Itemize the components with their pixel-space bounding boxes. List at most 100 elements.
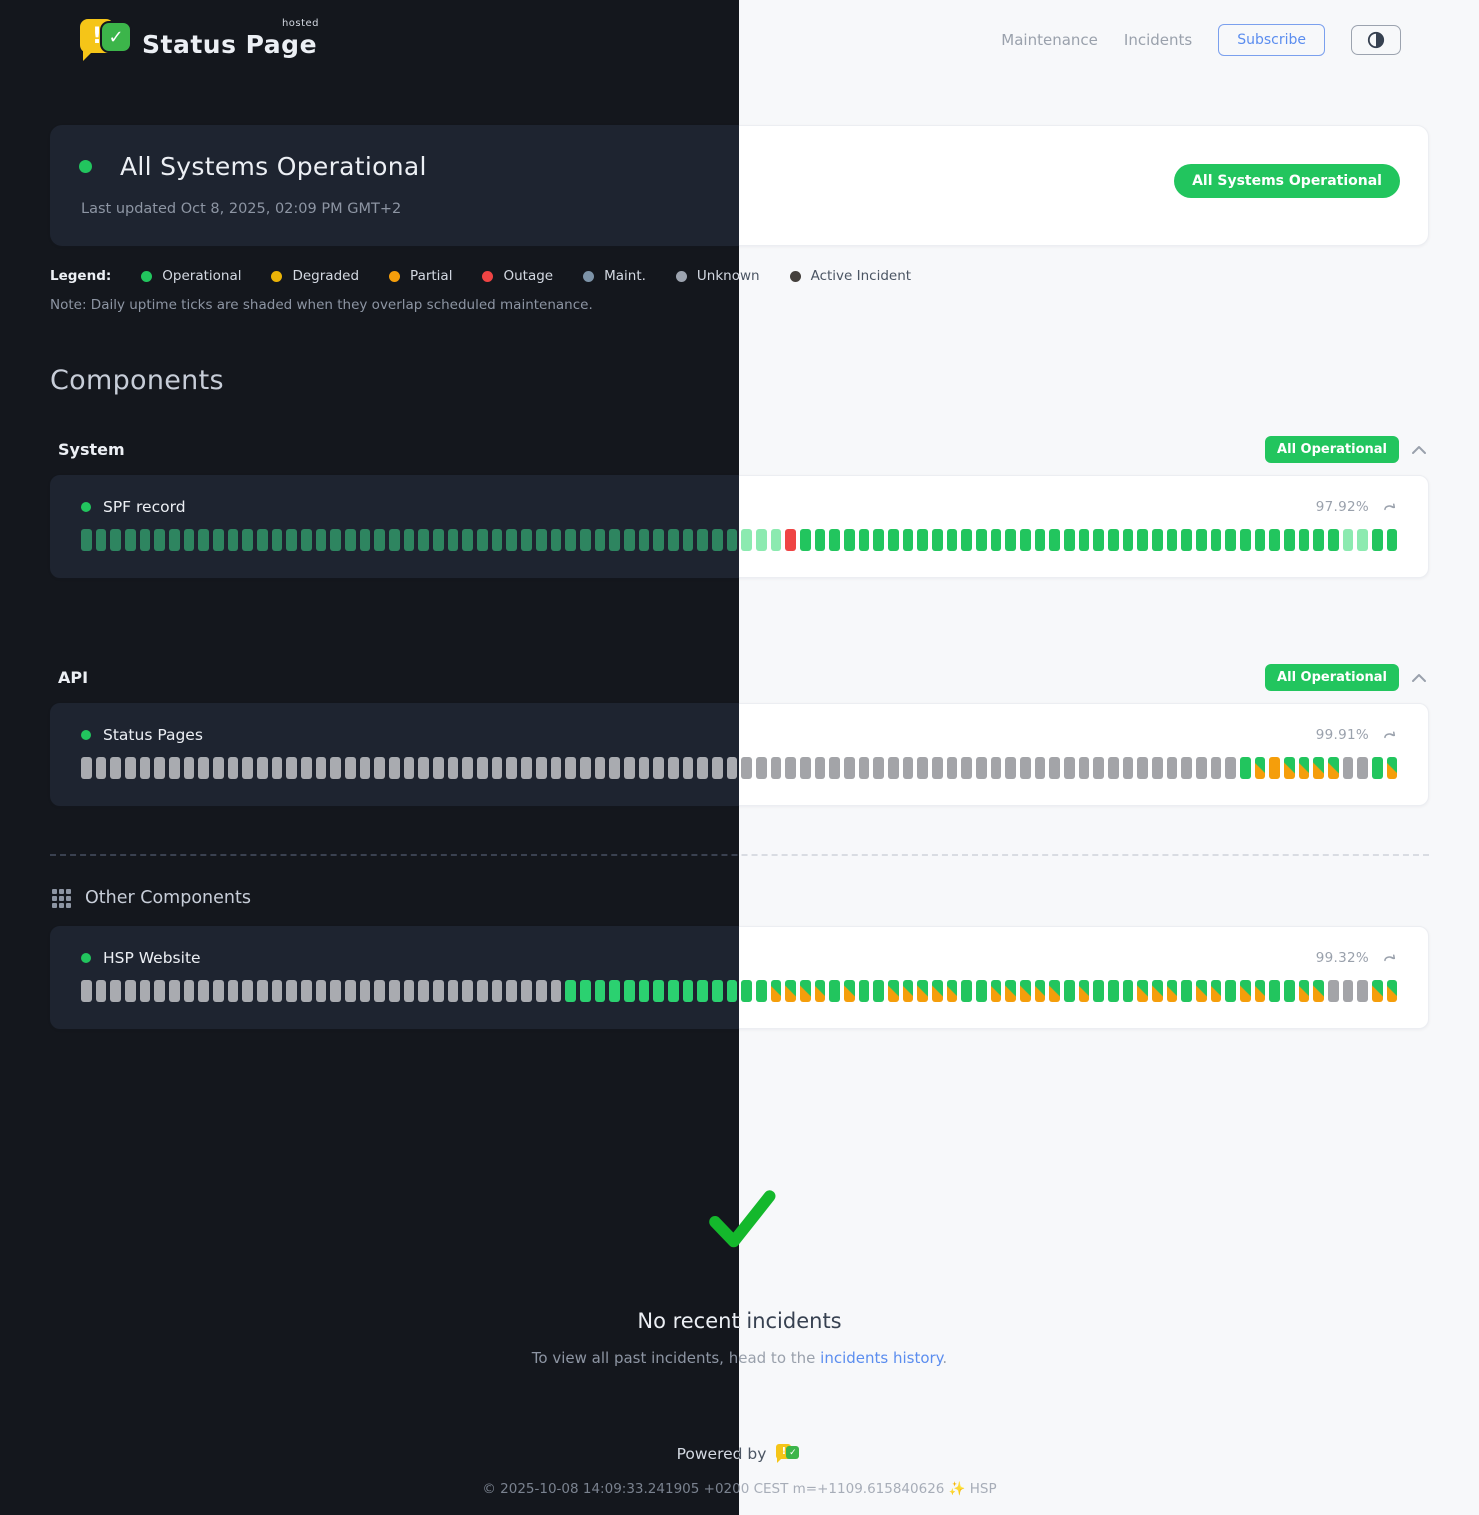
incidents-history-link[interactable]: incidents history <box>820 1349 943 1367</box>
uptime-tick <box>301 529 312 551</box>
uptime-tick <box>1108 529 1119 551</box>
uptime-tick <box>95 757 107 779</box>
uptime-tick <box>257 757 268 779</box>
uptime-tick <box>242 980 254 1002</box>
uptime-tick-bar <box>81 757 739 779</box>
uptime-tick <box>1254 757 1266 779</box>
uptime-tick <box>594 980 606 1002</box>
group-header[interactable]: System All Operational <box>50 436 739 463</box>
uptime-tick <box>389 980 400 1002</box>
uptime-tick <box>125 980 136 1002</box>
legend-item-outage: Outage <box>482 268 553 284</box>
uptime-tick <box>799 757 811 779</box>
component-card-status-pages: Status Pages 99.91% <box>739 703 1429 806</box>
uptime-tick <box>477 529 488 551</box>
uptime-tick <box>1005 529 1016 551</box>
uptime-tick <box>491 980 503 1002</box>
partial-dot-icon <box>389 270 401 282</box>
legend-row: Legend: Operational Degraded Partial Out… <box>50 268 739 284</box>
uptime-tick-bar <box>81 980 739 1002</box>
uptime-tick <box>315 529 327 551</box>
uptime-tick <box>1372 980 1383 1002</box>
uptime-tick <box>418 529 430 551</box>
uptime-tick <box>653 980 664 1002</box>
uptime-tick <box>623 980 635 1002</box>
component-card-hsp-website: HSP Website 99.32% <box>50 926 739 1029</box>
footer-brand-icon[interactable]: ! ✓ <box>776 1443 802 1465</box>
uptime-tick <box>462 757 474 779</box>
uptime-tick <box>1225 980 1237 1002</box>
uptime-tick <box>81 757 92 779</box>
uptime-tick <box>1210 529 1222 551</box>
uptime-tick <box>858 529 870 551</box>
header: ! ✓ Status Page hosted Maintenance Incid… <box>0 0 739 80</box>
theme-toggle-button[interactable] <box>1351 25 1401 55</box>
uptime-tick <box>1049 529 1061 551</box>
uptime-tick <box>1328 529 1339 551</box>
uptime-tick <box>697 757 708 779</box>
uptime-tick <box>403 757 415 779</box>
uptime-tick <box>799 980 811 1002</box>
uptime-tick <box>609 529 620 551</box>
uptime-tick <box>550 529 562 551</box>
uptime-tick <box>931 757 943 779</box>
uptime-tick <box>330 757 342 779</box>
group-header[interactable]: System All Operational <box>739 436 1429 463</box>
uptime-tick <box>682 529 694 551</box>
component-card-status-pages: Status Pages 99.91% <box>50 703 739 806</box>
no-incidents-section: No recent incidents To view all past inc… <box>739 1179 1429 1367</box>
uptime-tick <box>1357 757 1369 779</box>
uptime-tick <box>917 529 928 551</box>
uptime-tick <box>961 980 972 1002</box>
uptime-tick <box>330 980 342 1002</box>
uptime-tick <box>1020 529 1031 551</box>
uptime-tick <box>873 757 884 779</box>
big-check-icon <box>708 1216 739 1248</box>
uptime-tick <box>1196 757 1207 779</box>
uptime-tick <box>1196 529 1207 551</box>
group-header[interactable]: API All Operational <box>50 664 739 691</box>
grid-icon <box>52 888 71 908</box>
uptime-tick <box>462 980 474 1002</box>
overall-status-card: All Systems Operational Last updated Oct… <box>739 125 1429 246</box>
uptime-tick <box>1298 757 1310 779</box>
uptime-tick <box>1181 980 1193 1002</box>
nav-maintenance-link[interactable]: Maintenance <box>1001 31 1098 49</box>
uptime-tick <box>843 529 855 551</box>
uptime-tick <box>1049 757 1061 779</box>
uptime-tick <box>374 980 386 1002</box>
uptime-tick <box>403 980 415 1002</box>
uptime-tick <box>125 529 136 551</box>
footer: Powered by ! ✓ © 2025-10-08 14:09:33.241… <box>482 1443 1479 1497</box>
uptime-tick <box>638 529 650 551</box>
uptime-tick <box>990 980 1002 1002</box>
brand-logo[interactable]: ! ✓ Status Page hosted <box>80 17 319 63</box>
chevron-up-icon[interactable] <box>1411 445 1427 455</box>
uptime-tick <box>1386 980 1398 1002</box>
uptime-percentage: 97.92% <box>1315 499 1369 515</box>
subscribe-button[interactable]: Subscribe <box>1218 24 1325 56</box>
uptime-tick <box>946 529 958 551</box>
copyright-text: © 2025-10-08 14:09:33.241905 +0200 CEST … <box>482 1481 997 1497</box>
group-header[interactable]: API All Operational <box>739 664 1429 691</box>
uptime-tick <box>1049 980 1061 1002</box>
component-group-api: API All Operational Status Pages 99.91% <box>50 664 739 806</box>
outage-dot-icon <box>482 270 494 282</box>
uptime-tick <box>462 529 474 551</box>
uptime-tick <box>1240 757 1251 779</box>
uptime-tick <box>521 980 532 1002</box>
chevron-up-icon[interactable] <box>1411 673 1427 683</box>
uptime-tick <box>755 757 767 779</box>
component-card-spf-record: SPF record 97.92% <box>739 475 1429 578</box>
nav-incidents-link[interactable]: Incidents <box>1123 31 1193 49</box>
uptime-tick <box>477 757 488 779</box>
uptime-tick <box>667 757 679 779</box>
component-card-hsp-website: HSP Website 99.32% <box>739 926 1429 1029</box>
uptime-tick <box>741 757 752 779</box>
uptime-tick <box>491 757 503 779</box>
uptime-tick-bar <box>81 529 739 551</box>
no-incidents-section: No recent incidents To view all past inc… <box>50 1179 739 1367</box>
legend-item-partial: Partial <box>389 268 452 284</box>
uptime-tick <box>975 757 987 779</box>
uptime-tick <box>623 757 635 779</box>
